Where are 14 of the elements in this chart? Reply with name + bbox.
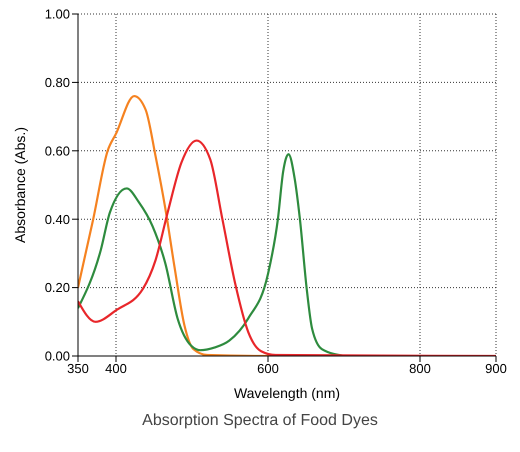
x-tick-label: 600: [257, 361, 279, 376]
y-tick-label: 0.40: [44, 212, 70, 227]
x-tick-label: 400: [105, 361, 127, 376]
text: Absorption Spectra of Food Dyes: [141, 412, 379, 430]
y-tick-label: 1.00: [44, 6, 70, 22]
y-axis-title: Absorbance (Abs.): [12, 127, 28, 243]
x-tick-label: 900: [485, 361, 507, 376]
y-tick-label: 0.60: [44, 143, 70, 158]
x-tick-label: 800: [409, 361, 431, 376]
x-axis-title: Wavelength (nm): [234, 385, 340, 401]
x-tick-label: 350: [67, 361, 89, 376]
y-tick-label: 0.00: [44, 348, 70, 364]
y-tick-label: 0.20: [44, 280, 70, 296]
y-tick-label: 0.80: [44, 75, 70, 90]
